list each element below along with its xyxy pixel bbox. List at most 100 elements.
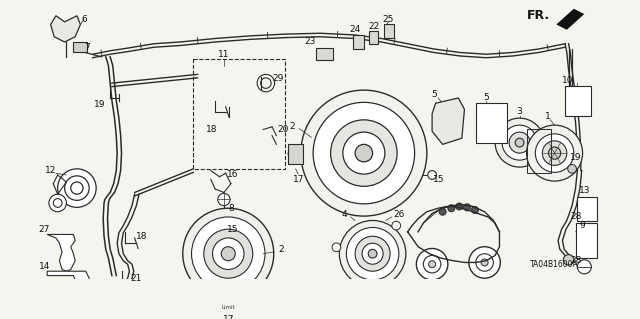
FancyBboxPatch shape (316, 48, 333, 60)
Text: 6: 6 (81, 15, 87, 24)
Text: 15: 15 (433, 175, 444, 184)
Circle shape (49, 194, 67, 212)
Text: 15: 15 (227, 225, 238, 234)
Circle shape (509, 132, 530, 153)
Circle shape (332, 243, 340, 252)
Circle shape (346, 227, 399, 280)
Text: TA04B1600A: TA04B1600A (530, 260, 579, 269)
Circle shape (74, 279, 84, 290)
Polygon shape (47, 271, 89, 302)
Text: 7: 7 (84, 43, 90, 52)
Text: 2: 2 (289, 122, 295, 131)
FancyBboxPatch shape (476, 103, 508, 143)
Circle shape (53, 199, 62, 207)
FancyBboxPatch shape (577, 197, 596, 221)
Text: 19: 19 (94, 100, 106, 109)
Text: 29: 29 (273, 74, 284, 83)
Circle shape (355, 236, 390, 271)
Circle shape (381, 284, 390, 293)
Circle shape (339, 220, 406, 287)
Circle shape (476, 254, 493, 271)
FancyBboxPatch shape (384, 25, 394, 39)
Text: 25: 25 (383, 15, 394, 24)
Circle shape (57, 284, 62, 290)
Circle shape (191, 217, 265, 291)
Circle shape (301, 90, 427, 216)
Circle shape (331, 120, 397, 186)
Circle shape (548, 147, 561, 159)
Circle shape (456, 203, 463, 210)
Text: 12: 12 (45, 166, 56, 175)
Circle shape (439, 208, 446, 215)
Text: 13: 13 (579, 186, 590, 195)
Text: 17: 17 (292, 175, 304, 184)
Text: Limit: Limit (221, 305, 235, 309)
Circle shape (481, 259, 488, 266)
Circle shape (527, 125, 582, 181)
Circle shape (368, 249, 377, 258)
Text: 3: 3 (516, 107, 522, 115)
FancyBboxPatch shape (74, 42, 88, 53)
Text: 20: 20 (278, 125, 289, 134)
Text: 23: 23 (304, 38, 316, 47)
Text: 14: 14 (39, 262, 50, 271)
Circle shape (212, 238, 244, 270)
Text: 9: 9 (580, 221, 586, 230)
Circle shape (495, 118, 544, 167)
Circle shape (577, 224, 584, 231)
Circle shape (392, 221, 401, 230)
Text: 24: 24 (349, 25, 361, 34)
Text: 4: 4 (342, 210, 348, 219)
Text: 26: 26 (393, 210, 404, 219)
Circle shape (463, 204, 470, 211)
Text: 5: 5 (483, 93, 489, 102)
Text: 10: 10 (562, 76, 573, 85)
Circle shape (71, 182, 83, 194)
Polygon shape (556, 9, 584, 30)
FancyBboxPatch shape (212, 302, 244, 312)
Circle shape (429, 261, 436, 268)
FancyBboxPatch shape (369, 32, 378, 44)
Circle shape (563, 255, 574, 265)
Circle shape (218, 193, 230, 205)
Circle shape (58, 169, 96, 207)
Circle shape (568, 165, 577, 173)
Polygon shape (432, 98, 465, 145)
Circle shape (588, 224, 595, 231)
Text: 16: 16 (227, 170, 238, 180)
FancyBboxPatch shape (575, 223, 596, 258)
FancyBboxPatch shape (288, 145, 303, 164)
Circle shape (542, 141, 567, 165)
FancyBboxPatch shape (353, 35, 364, 49)
Text: 27: 27 (39, 225, 50, 234)
Text: FR.: FR. (527, 9, 550, 22)
Polygon shape (51, 16, 81, 42)
Circle shape (362, 243, 383, 264)
Text: 18: 18 (136, 232, 147, 241)
Circle shape (472, 206, 479, 213)
Polygon shape (202, 291, 255, 302)
Circle shape (502, 125, 537, 160)
Circle shape (515, 138, 524, 147)
Text: 5: 5 (431, 90, 436, 99)
Circle shape (355, 145, 372, 162)
Text: 2: 2 (278, 245, 284, 254)
Text: 18: 18 (206, 125, 218, 134)
FancyBboxPatch shape (565, 86, 591, 116)
Text: 11: 11 (218, 50, 230, 59)
Polygon shape (47, 234, 75, 271)
Text: 8: 8 (228, 204, 234, 213)
Text: 28: 28 (570, 212, 581, 221)
Circle shape (65, 176, 89, 200)
Text: 21: 21 (131, 274, 142, 283)
Circle shape (469, 247, 500, 278)
Circle shape (417, 249, 448, 280)
Circle shape (53, 281, 65, 293)
Circle shape (423, 256, 441, 273)
Text: 17: 17 (223, 315, 234, 319)
Circle shape (313, 102, 415, 204)
Circle shape (448, 205, 455, 212)
Text: 1: 1 (545, 112, 550, 121)
Circle shape (577, 260, 591, 274)
Circle shape (343, 132, 385, 174)
